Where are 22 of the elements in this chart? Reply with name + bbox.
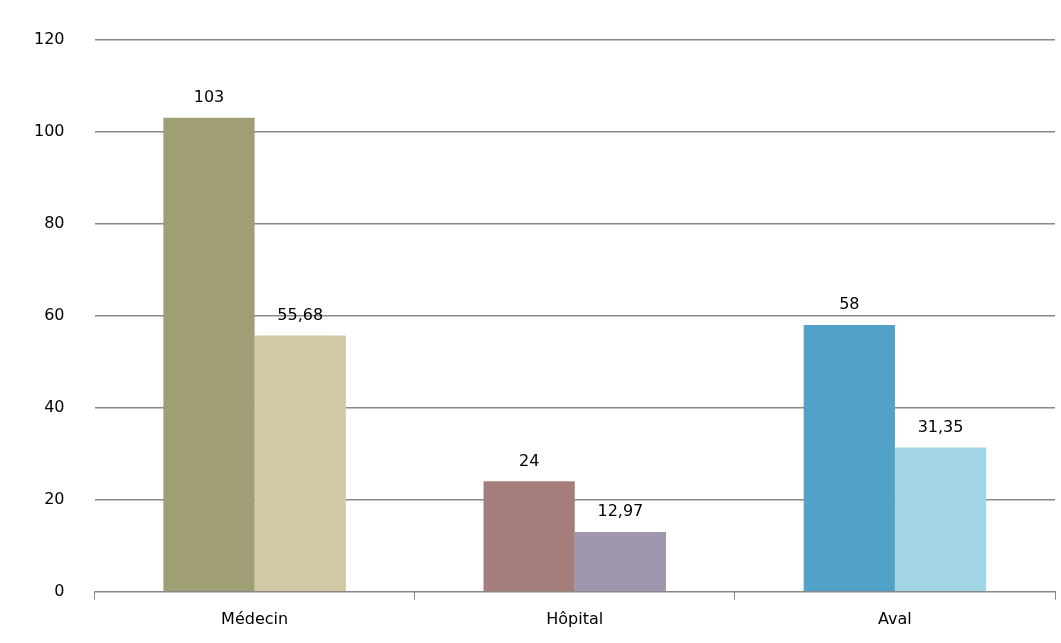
bar [894, 447, 987, 592]
data-label: 58 [839, 294, 860, 314]
y-tick-label: 20 [44, 488, 65, 508]
data-label: 103 [193, 86, 225, 106]
x-tick-label: Hôpital [546, 608, 604, 628]
x-tick-label: Aval [878, 608, 912, 628]
bar [803, 324, 895, 592]
data-label: 24 [518, 450, 540, 470]
y-tick-label: 120 [33, 28, 65, 48]
y-tick-label: 80 [44, 212, 65, 232]
bar [483, 481, 575, 592]
bar [163, 117, 255, 592]
y-tick-label: 40 [44, 396, 65, 416]
y-tick-label: 100 [33, 120, 65, 140]
bar [574, 532, 667, 592]
data-label: 55,68 [277, 304, 324, 324]
x-tick-label: Médecin [221, 608, 289, 628]
data-label: 12,97 [597, 501, 644, 521]
y-tick-label: 60 [44, 304, 65, 324]
y-tick-label: 0 [54, 580, 65, 600]
bar [254, 335, 346, 592]
data-label: 31,35 [917, 416, 964, 436]
